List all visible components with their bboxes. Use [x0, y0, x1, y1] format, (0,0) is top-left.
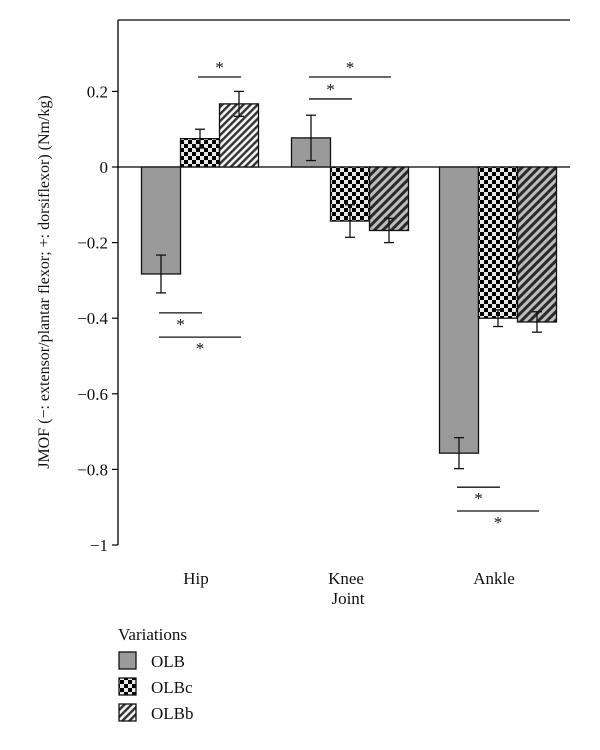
legend: Variations OLB OLBc OLBb — [118, 625, 194, 723]
y-tick-label: −1 — [90, 536, 108, 555]
bar-olbc-ankle — [477, 166, 519, 319]
x-tick-label: Hip — [183, 569, 209, 588]
x-tick-label: Knee — [328, 569, 364, 588]
significance-star: * — [346, 58, 355, 77]
x-axis-label: Joint — [331, 589, 364, 608]
significance-star: * — [215, 58, 224, 77]
legend-title: Variations — [118, 625, 187, 644]
error-bar — [156, 254, 166, 294]
y-tick-label: −0.6 — [77, 385, 108, 404]
significance-markers: * * * * * * * — [159, 58, 539, 532]
significance-star: * — [494, 513, 503, 532]
y-tick-label: 0 — [100, 158, 109, 177]
legend-swatch-olbb — [118, 703, 137, 722]
y-tick-label: −0.8 — [77, 460, 108, 479]
legend-swatch-olb — [118, 651, 137, 670]
error-bar — [454, 436, 464, 470]
axes: 0.2 0 −0.2 −0.4 −0.6 −0.8 −1 Hip Knee Ankle — [77, 19, 570, 588]
legend-label-olbc: OLBc — [151, 678, 193, 697]
bar-olbb-ankle — [516, 166, 558, 323]
error-bar — [306, 114, 316, 162]
legend-swatch-olbc — [118, 677, 137, 696]
x-tick-label: Ankle — [473, 569, 515, 588]
legend-label-olb: OLB — [151, 652, 185, 671]
error-bar — [532, 311, 542, 333]
significance-star: * — [474, 489, 483, 508]
bar-olb-ankle — [438, 166, 480, 454]
significance-star: * — [196, 339, 205, 358]
error-bar — [234, 90, 244, 117]
legend-label-olbb: OLBb — [151, 704, 194, 723]
bars — [140, 90, 558, 470]
y-axis-label: JMOF (−: extensor/plantar flexor; +: dor… — [36, 95, 53, 469]
error-bar — [345, 204, 355, 238]
error-bar — [195, 128, 205, 149]
error-bar — [493, 309, 503, 328]
y-tick-label: −0.2 — [77, 234, 108, 253]
error-bar — [384, 217, 394, 244]
y-tick-label: −0.4 — [77, 309, 108, 328]
y-tick-label: 0.2 — [87, 82, 108, 101]
significance-star: * — [176, 315, 185, 334]
significance-star: * — [326, 80, 335, 99]
